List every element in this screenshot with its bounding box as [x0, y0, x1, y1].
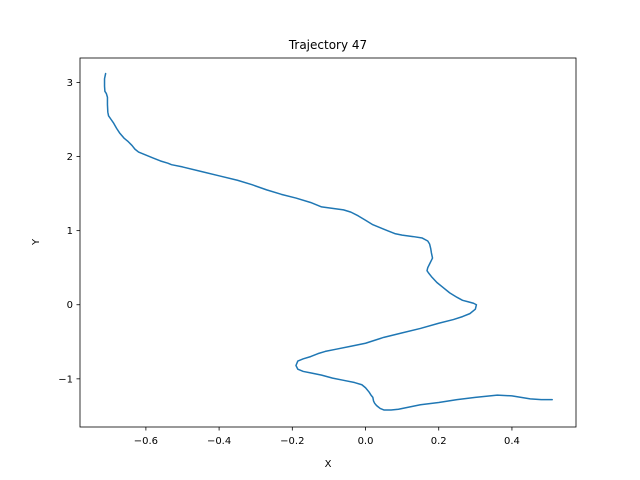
y-tick-label: 1	[67, 226, 73, 237]
chart-title: Trajectory 47	[288, 38, 367, 52]
y-tick-label: −1	[58, 374, 73, 385]
x-tick-label: −0.2	[280, 436, 304, 447]
y-axis-ticks: −1 0 1 2 3	[58, 78, 80, 385]
series-layer	[103, 72, 553, 411]
x-tick-label: 0.0	[358, 436, 374, 447]
y-tick-label: 0	[67, 300, 73, 311]
x-axis-ticks: −0.6 −0.4 −0.2 0.0 0.2 0.4	[134, 427, 520, 447]
trajectory-line	[103, 72, 553, 411]
y-tick-label: 2	[67, 152, 73, 163]
x-tick-label: 0.4	[504, 436, 520, 447]
plot-area	[79, 57, 577, 428]
x-tick-label: −0.4	[207, 436, 231, 447]
x-tick-label: 0.2	[431, 436, 447, 447]
y-axis-label: Y	[31, 238, 42, 246]
x-tick-label: −0.6	[134, 436, 158, 447]
plot-background	[80, 58, 576, 427]
x-axis-label: X	[325, 459, 332, 470]
plot-frame	[79, 57, 577, 428]
y-tick-label: 3	[67, 78, 73, 89]
